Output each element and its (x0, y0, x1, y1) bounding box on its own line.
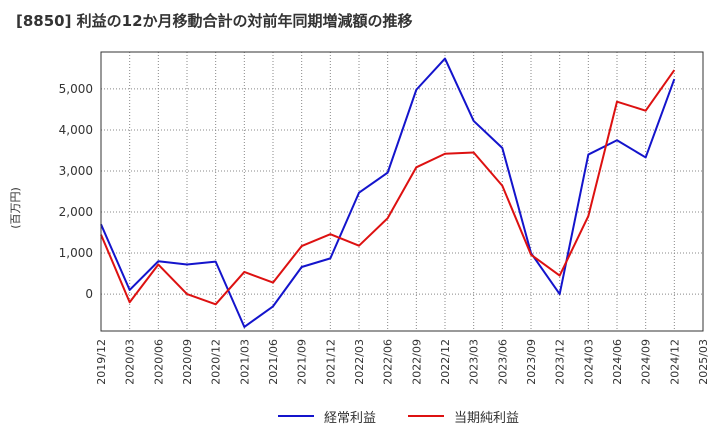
y-tick-label: 2,000 (59, 205, 93, 219)
x-tick-label: 2020/06 (152, 339, 165, 385)
x-tick-label: 2023/09 (525, 339, 538, 385)
plot-frame (100, 51, 704, 332)
x-tick-label: 2024/03 (582, 339, 595, 385)
legend-label-toki-junrieki: 当期純利益 (454, 410, 520, 426)
legend-swatch-keijo-rieki (278, 415, 314, 417)
legend-item-toki-junrieki[interactable]: 当期純利益 (408, 404, 519, 428)
y-tick-label: 0 (85, 287, 93, 301)
x-tick-label: 2025/03 (697, 339, 710, 385)
x-tick-label: 2024/12 (668, 339, 681, 385)
y-tick-label: 4,000 (59, 123, 93, 137)
x-tick-label: 2022/03 (353, 339, 366, 385)
series-lines (100, 57, 676, 328)
legend: 経常利益 当期純利益 (0, 404, 720, 428)
x-tick-label: 2022/12 (439, 339, 452, 385)
x-tick-label: 2021/12 (324, 339, 337, 385)
series-line-1 (100, 57, 676, 328)
y-tick-labels: 0 1,000 2,000 3,000 4,000 5,000 (59, 82, 93, 301)
x-tick-label: 2022/06 (382, 339, 395, 385)
legend-item-keijo-rieki[interactable]: 経常利益 (278, 404, 376, 428)
x-tick-label: 2024/09 (640, 339, 653, 385)
x-tick-label: 2023/06 (496, 339, 509, 385)
legend-label-keijo-rieki: 経常利益 (324, 410, 377, 426)
x-tick-label: 2021/09 (296, 339, 309, 385)
chart-title: [8850] 利益の12か月移動合計の対前年同期増減額の推移 (16, 12, 413, 30)
x-tick-label: 2021/06 (267, 339, 280, 385)
legend-swatch-toki-junrieki (408, 415, 444, 417)
series-line-2 (100, 69, 676, 306)
x-tick-label: 2022/09 (410, 339, 423, 385)
x-tick-label: 2023/12 (554, 339, 567, 385)
y-tick-label: 1,000 (59, 246, 93, 260)
x-tick-labels: 2019/12 2020/03 2020/06 2020/09 2020/12 2021/… (95, 339, 710, 385)
x-tick-label: 2019/12 (95, 339, 108, 385)
x-tick-label: 2023/03 (468, 339, 481, 385)
x-tick-label: 2021/03 (238, 339, 251, 385)
x-tick-label: 2024/06 (611, 339, 624, 385)
x-tick-label: 2020/12 (210, 339, 223, 385)
y-tick-label: 5,000 (59, 82, 93, 96)
x-tick-label: 2020/09 (181, 339, 194, 385)
x-tick-label: 2020/03 (124, 339, 137, 385)
y-tick-label: 3,000 (59, 164, 93, 178)
